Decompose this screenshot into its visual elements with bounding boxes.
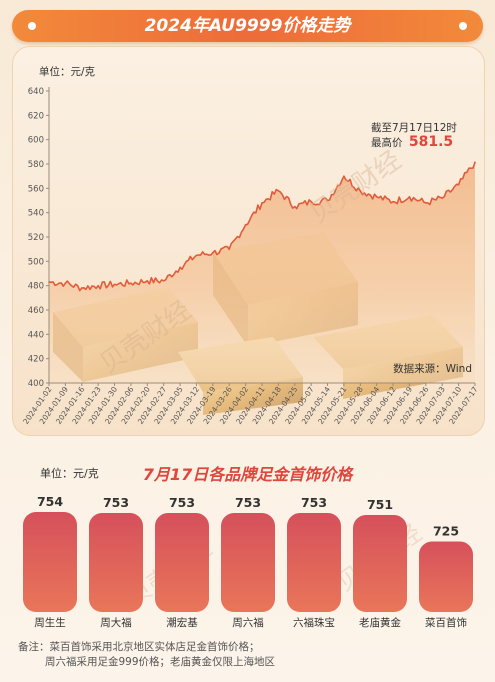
price-point [277,189,280,192]
price-point [244,224,247,226]
footnote-line-1: 备注：菜百首饰采用北京地区实体店足金首饰价格； [18,641,260,653]
y-tick-label: 520 [28,233,44,243]
y-tick-label: 600 [28,136,44,146]
annotation-prefix: 最高价 [371,136,403,149]
bar-value-label: 753 [103,495,129,510]
y-tick-label: 560 [28,184,44,194]
y-axis: 400 420 440 460 480 500 520 540 560 580 600 620 640 [28,87,475,389]
price-point [408,196,411,198]
bar [419,541,473,612]
bar-value-label: 753 [235,495,261,510]
price-point [97,284,99,287]
bar-category-label: 周生生 [34,616,66,629]
price-point [343,175,345,177]
price-point [375,196,378,198]
price-point [474,161,476,163]
y-tick-label: 540 [28,209,44,219]
annotation-label: 最高价 581.5 [371,134,453,150]
bar-value-label: 753 [301,495,327,510]
y-tick-label: 500 [28,257,44,267]
price-area-fill [49,162,475,383]
bar-chart-unit: 单位：元/克 [40,467,99,480]
y-tick-label: 400 [28,379,44,389]
y-tick-label: 640 [28,87,44,97]
price-point [293,205,296,208]
price-point [228,248,231,250]
bar-value-label: 725 [433,524,459,539]
price-point [146,280,149,282]
line-chart: 400420440460480500520540560580600620640 … [21,65,480,426]
price-point [195,254,198,257]
price-point [113,283,116,286]
title-dot-left [28,22,36,30]
footnote: 备注：菜百首饰采用北京地区实体店足金首饰价格； 周六福采用足金999价格；老庙黄… [18,640,275,670]
y-tick-label: 460 [28,306,44,316]
bar-value-label: 753 [169,495,195,510]
bar [89,513,143,612]
bar-chart-title: 7月17日各品牌足金首饰价格 [142,465,353,484]
bar-chart: 贝壳财经 贝壳财经 754周生生753周大福753潮宏基753周六福753六福珠… [23,494,473,629]
annotation-value: 581.5 [409,134,453,150]
price-point [261,202,263,204]
page-title: 2024年AU9999价格走势 [144,16,351,36]
bars: 754 周生生 753 周大福 753 潮宏基 753 周六福 753 六福珠宝 751 老庙黄金 72… [23,494,473,629]
bar-value-label: 754 [37,494,63,509]
data-source: 数据来源：Wind [393,362,472,375]
annotation-date: 截至7月17日12时 [371,121,457,134]
title-dot-right [459,22,467,30]
price-area [49,162,475,383]
price-point [392,200,394,203]
y-axis-unit: 单位：元/克 [39,65,96,78]
bar-category-label: 周大福 [100,616,132,629]
bar-category-label: 六福珠宝 [293,616,335,629]
bar-category-label: 老庙黄金 [359,616,401,629]
price-point [48,281,50,283]
price-point [457,183,460,186]
price-point [179,266,181,269]
bar-category-label: 菜百首饰 [425,616,467,629]
price-point [326,199,329,202]
y-tick-label: 440 [28,330,44,340]
bar [287,513,341,612]
price-point [130,282,132,285]
bar-category-label: 潮宏基 [166,616,198,629]
y-tick-label: 420 [28,355,44,365]
y-tick-label: 480 [28,282,44,292]
price-point [310,200,312,203]
title-bar: 2024年AU9999价格走势 [12,10,483,42]
bar-value-label: 751 [367,497,393,512]
price-point [80,287,83,289]
bar [155,513,209,612]
y-tick-label: 620 [28,111,44,121]
footnote-line-2: 周六福采用足金999价格；老庙黄金仅限上海地区 [45,656,276,668]
price-point [162,280,165,282]
bar [23,512,77,612]
line-chart-card: 400 420 440 460 480 500 520 540 560 580 600 620 640 … [12,46,485,436]
price-point [425,202,427,204]
price-point [212,252,214,254]
price-point [64,282,67,285]
bar [353,515,407,612]
bar [221,513,275,612]
price-point [441,197,444,199]
bar-category-label: 周六福 [232,616,264,629]
price-line-layer [48,161,476,292]
price-point [359,189,362,192]
y-tick-label: 580 [28,160,44,170]
